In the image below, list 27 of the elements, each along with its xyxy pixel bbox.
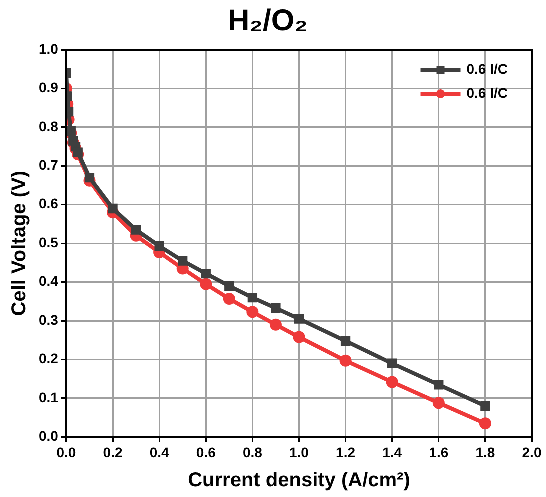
- y-tick-label: 0.7: [38, 157, 59, 174]
- x-tick-label: 2.0: [522, 444, 542, 460]
- legend-label: 0.6 I/C: [466, 60, 508, 77]
- chart-title: H₂/O₂: [228, 4, 308, 38]
- y-tick-label: 0.2: [38, 350, 59, 367]
- y-tick-label: 0.5: [38, 234, 59, 250]
- y-tick-label: 0.1: [38, 389, 59, 406]
- y-tick-label: 0.6: [38, 196, 59, 212]
- y-tick-label: 0.3: [38, 312, 59, 328]
- y-tick-label: 1.0: [38, 40, 59, 57]
- x-axis-title: Current density (A/cm²): [188, 470, 410, 492]
- x-tick-label: 0.8: [242, 444, 263, 460]
- y-tick-label: 0.0: [38, 428, 59, 444]
- x-tick-label: 1.4: [382, 444, 402, 460]
- y-tick-label: 0.8: [38, 118, 59, 134]
- y-tick-label: 0.9: [38, 80, 59, 96]
- x-tick-label: 0.6: [196, 444, 216, 460]
- legend-label: 0.6 I/C: [466, 84, 508, 101]
- x-tick-label: 1.6: [429, 444, 449, 460]
- y-axis-title: Cell Voltage (V): [8, 170, 31, 316]
- x-tick-label: 0.0: [56, 444, 76, 460]
- x-tick-label: 1.8: [476, 444, 496, 460]
- x-tick-label: 1.2: [336, 444, 356, 460]
- x-tick-label: 0.2: [103, 444, 123, 460]
- y-tick-label: 0.4: [38, 273, 59, 290]
- x-tick-label: 0.4: [150, 444, 170, 460]
- x-tick-label: 1.0: [289, 444, 310, 460]
